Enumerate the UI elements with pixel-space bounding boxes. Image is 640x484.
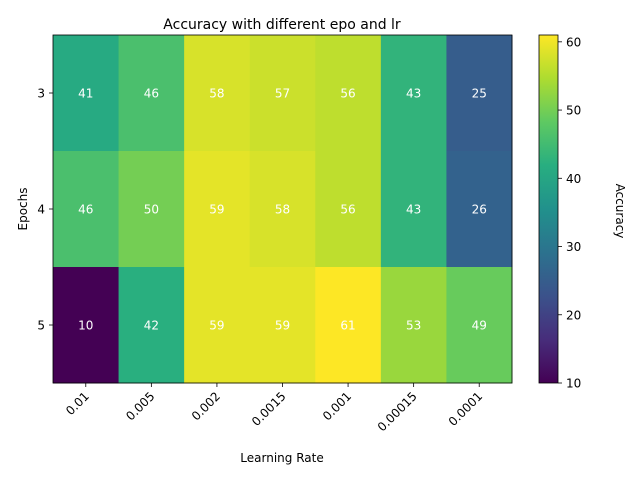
x-tick-label: 0.01: [63, 389, 92, 418]
heatmap-cell: [249, 151, 316, 268]
cell-value-label: 41: [78, 87, 93, 101]
heatmap-cell: [118, 267, 185, 384]
colorbar-label: Accuracy: [613, 184, 627, 239]
x-tick-label: 0.0001: [446, 389, 486, 429]
cell-value-label: 59: [209, 203, 224, 217]
y-tick-label: 3: [37, 87, 45, 101]
heatmap-cell: [380, 267, 447, 384]
cell-value-label: 43: [406, 87, 421, 101]
cell-value-label: 61: [340, 319, 355, 333]
colorbar-tick-label: 60: [566, 35, 581, 49]
heatmap-cell: [118, 35, 185, 152]
colorbar-tick-label: 50: [566, 104, 581, 118]
cell-value-label: 25: [472, 87, 487, 101]
colorbar: [538, 34, 559, 384]
y-tick-label: 5: [37, 319, 45, 333]
x-tick-label: 0.002: [189, 389, 223, 423]
heatmap-cell: [380, 151, 447, 268]
heatmap-cells: [53, 35, 513, 384]
heatmap-cell: [446, 151, 513, 268]
x-tick-label: 0.005: [123, 389, 157, 423]
cell-value-label: 43: [406, 203, 421, 217]
cell-value-label: 26: [472, 203, 487, 217]
heatmap-cell: [184, 151, 251, 268]
heatmap-cell: [315, 267, 382, 384]
heatmap-cell: [118, 151, 185, 268]
x-axis-ticks: 0.01 0.005 0.002 0.0015 0.001 0.00015 0.0001: [63, 383, 485, 434]
colorbar-ticks: 10 20 30 40 50 60: [558, 35, 581, 391]
heatmap-cell: [380, 35, 447, 152]
chart-title: Accuracy with different epo and lr: [163, 17, 401, 33]
heatmap-cell: [315, 151, 382, 268]
cell-value-label: 57: [275, 87, 290, 101]
y-tick-label: 4: [37, 203, 45, 217]
cell-value-label: 59: [275, 319, 290, 333]
colorbar-tick-label: 40: [566, 172, 581, 186]
x-tick-label: 0.00015: [375, 389, 420, 434]
heatmap-cell: [249, 35, 316, 152]
cell-value-label: 50: [144, 203, 159, 217]
cell-value-label: 42: [144, 319, 159, 333]
heatmap-cell: [315, 35, 382, 152]
heatmap-cell: [184, 35, 251, 152]
colorbar-tick-label: 20: [566, 308, 581, 322]
heatmap-cell-labels: 41 46 58 57 56 43 25 46 50 59 58 56 43 26 10 42 59 59 61 53…: [78, 87, 487, 333]
cell-value-label: 58: [275, 203, 290, 217]
x-axis-label: Learning Rate: [240, 451, 323, 465]
x-tick-label: 0.001: [320, 389, 354, 423]
heatmap-cell: [53, 151, 120, 268]
cell-value-label: 49: [472, 319, 487, 333]
heatmap-cell: [53, 35, 120, 152]
cell-value-label: 53: [406, 319, 421, 333]
heatmap-cell: [446, 35, 513, 152]
cell-value-label: 46: [78, 203, 93, 217]
heatmap-cell: [184, 267, 251, 384]
colorbar-tick-label: 10: [566, 377, 581, 391]
cell-value-label: 56: [340, 87, 355, 101]
heatmap-cell: [446, 267, 513, 384]
colorbar-tick-label: 30: [566, 240, 581, 254]
cell-value-label: 59: [209, 319, 224, 333]
heatmap-cell: [249, 267, 316, 384]
heatmap-cell: [53, 267, 120, 384]
cell-value-label: 46: [144, 87, 159, 101]
y-axis-ticks: 3 4 5: [37, 87, 53, 333]
y-axis-label: Epochs: [16, 188, 30, 231]
cell-value-label: 56: [340, 203, 355, 217]
cell-value-label: 10: [78, 319, 93, 333]
x-tick-label: 0.0015: [249, 389, 289, 429]
cell-value-label: 58: [209, 87, 224, 101]
